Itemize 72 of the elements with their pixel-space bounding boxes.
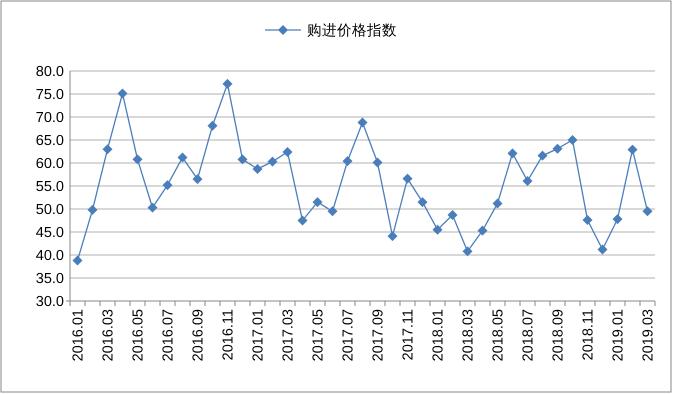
point <box>298 216 308 226</box>
x-tick-label: 2017.09 <box>370 309 386 362</box>
point <box>102 144 112 154</box>
y-tick-label: 80.0 <box>36 64 64 80</box>
x-tick-label: 2016.01 <box>70 309 86 362</box>
point <box>342 156 352 166</box>
x-tick-label: 2016.09 <box>190 309 206 362</box>
x-tick-label: 2017.11 <box>400 309 416 360</box>
y-tick-label: 50.0 <box>36 202 64 218</box>
x-tick-label: 2016.03 <box>100 309 116 362</box>
point <box>568 135 578 145</box>
y-tick-label: 60.0 <box>36 156 64 172</box>
x-tick-label: 2016.07 <box>160 309 176 362</box>
x-tick-label: 2017.03 <box>280 309 296 362</box>
point <box>448 210 458 220</box>
point <box>328 206 338 216</box>
point <box>118 88 128 99</box>
point <box>88 204 98 215</box>
x-tick-label: 2018.03 <box>460 309 476 362</box>
y-tick-label: 40.0 <box>36 248 64 264</box>
x-tick-label: 2019.01 <box>610 309 626 362</box>
point <box>312 197 322 208</box>
point <box>522 176 532 186</box>
x-tick-label: 2018.07 <box>520 309 536 362</box>
y-tick-label: 45.0 <box>36 225 64 241</box>
point <box>402 174 412 184</box>
point <box>388 231 398 242</box>
point <box>552 144 562 154</box>
x-tick-label: 2018.11 <box>580 309 596 360</box>
point <box>598 244 608 254</box>
point <box>282 146 292 157</box>
point <box>492 198 502 208</box>
y-tick-label: 55.0 <box>36 179 64 195</box>
point <box>72 256 82 266</box>
point <box>418 197 428 208</box>
point <box>252 164 262 174</box>
point <box>538 150 548 161</box>
point <box>148 202 158 213</box>
y-tick-label: 70.0 <box>36 110 64 126</box>
x-tick-label: 2018.05 <box>490 309 506 362</box>
legend: 购进价格指数 <box>265 23 397 39</box>
point <box>372 158 382 168</box>
point <box>208 120 218 131</box>
y-tick-label: 35.0 <box>36 271 64 287</box>
point <box>162 180 172 190</box>
point <box>238 154 248 164</box>
point <box>642 206 652 216</box>
point <box>582 215 592 226</box>
point <box>132 154 142 164</box>
legend-label: 购进价格指数 <box>307 22 397 39</box>
point <box>628 144 638 155</box>
point <box>462 246 472 256</box>
y-tick-label: 75.0 <box>36 87 64 103</box>
point <box>432 224 442 235</box>
y-tick-label: 65.0 <box>36 133 64 149</box>
y-tick-label: 30.0 <box>36 294 64 310</box>
point <box>222 78 232 89</box>
x-tick-label: 2017.07 <box>340 309 356 362</box>
point <box>612 214 622 224</box>
point <box>178 152 188 162</box>
x-tick-label: 2016.11 <box>220 309 236 360</box>
x-tick-label: 2017.01 <box>250 309 266 362</box>
x-tick-label: 2017.05 <box>310 309 326 362</box>
x-tick-label: 2018.01 <box>430 309 446 362</box>
point <box>508 148 518 158</box>
point <box>268 156 278 167</box>
x-tick-label: 2018.09 <box>550 309 566 362</box>
point <box>192 174 202 184</box>
x-tick-label: 2019.03 <box>640 309 656 362</box>
point <box>478 226 488 236</box>
x-tick-label: 2016.05 <box>130 309 146 362</box>
point <box>358 118 368 128</box>
